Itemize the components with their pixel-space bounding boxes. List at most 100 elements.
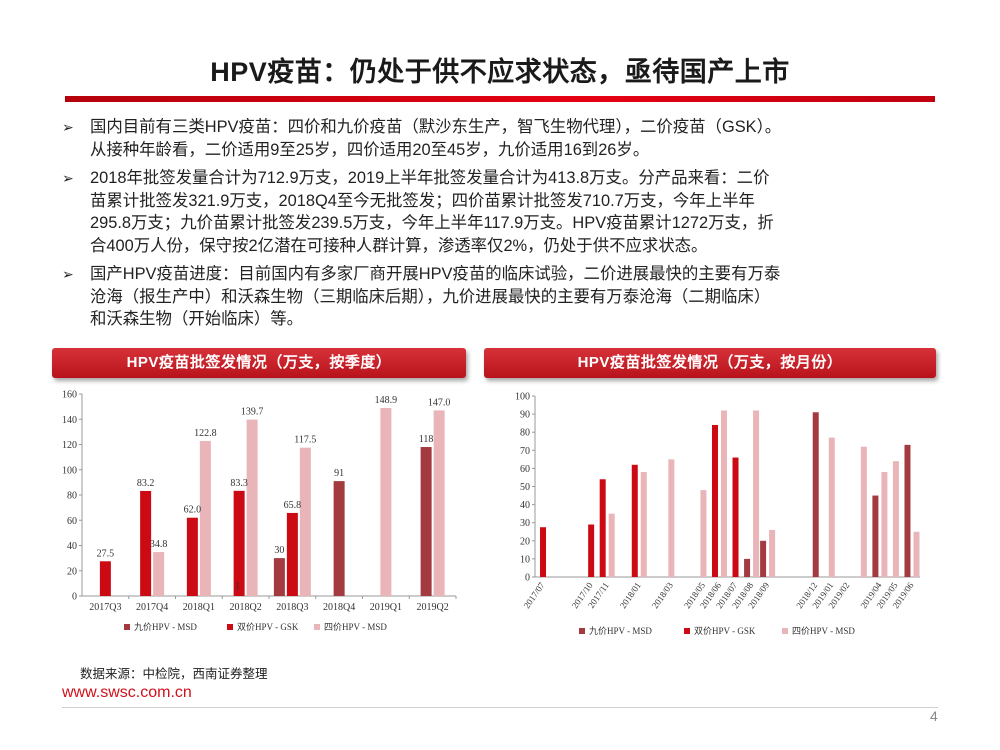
bar [286,512,298,596]
y-tick-label: 80 [67,491,77,502]
data-label: 147.0 [428,397,451,408]
bullet-list: ➢ 国内目前有三类HPV疫苗：四价和九价疫苗（默沙东生产，智飞生物代理），二价疫… [62,116,942,337]
bar [668,459,675,577]
bar [769,529,776,577]
bar [631,464,638,577]
y-tick-label: 140 [62,415,77,426]
legend-swatch [782,628,788,634]
y-tick-label: 100 [62,465,77,476]
y-tick-label: 120 [62,440,77,451]
bar [881,472,888,577]
bullet-item: ➢ 国内目前有三类HPV疫苗：四价和九价疫苗（默沙东生产，智飞生物代理），二价疫… [62,116,942,161]
x-tick-label: 2017Q3 [89,602,121,613]
bar [153,552,165,596]
bar [760,540,767,577]
monthly-chart-title: HPV疫苗批签发情况（万支，按月份） [484,348,936,378]
y-tick-label: 80 [520,428,530,439]
bar [640,472,647,577]
x-tick-label: 2018Q3 [276,602,308,613]
bar [872,495,879,577]
data-label: 83.2 [137,478,155,489]
y-tick-label: 60 [520,464,530,475]
y-tick-label: 160 [62,390,77,401]
bullet-line: 295.8万支；九价苗累计批签发239.5万支，今年上半年117.9万支。HPV… [90,214,774,232]
y-tick-label: 70 [520,446,530,457]
bar [420,447,432,596]
bar [812,412,819,577]
page-number: 4 [930,708,938,724]
arrow-bullet-icon: ➢ [62,170,74,186]
bar [828,437,835,577]
bullet-item: ➢ 国产HPV疫苗进度：目前国内有多家厂商开展HPV疫苗的临床试验，二价进展最快… [62,263,942,331]
bar [433,410,445,596]
data-label: 117.5 [294,435,316,446]
slide-title: HPV疫苗：仍处于供不应求状态，亟待国产上市 [210,57,790,87]
data-label: 27.5 [97,548,115,559]
bullet-line: 和沃森生物（开始临床）等。 [90,310,304,328]
bar [700,490,707,577]
legend-label: 四价HPV - MSD [792,626,855,636]
bullet-line: 苗累计批签发321.9万支，2018Q4至今无批签发；四价苗累计批签发710.7… [90,191,755,210]
y-tick-label: 60 [67,516,77,527]
legend-swatch [684,628,690,634]
x-tick-label: 2018Q2 [230,602,262,613]
title-underline [65,96,935,102]
data-label: 65.8 [284,500,302,511]
bar [732,457,739,577]
footer-url-link[interactable]: www.swsc.com.cn [62,684,192,701]
bar [720,410,727,577]
legend-swatch [124,624,130,630]
y-tick-label: 0 [72,592,77,603]
data-source-note: 数据来源：中检院，西南证券整理 [80,667,268,681]
bar [599,479,606,577]
legend-label: 九价HPV - MSD [134,622,197,632]
bullet-line: 国产HPV疫苗进度：目前国内有多家厂商开展HPV疫苗的临床试验，二价进展最快的主… [90,265,781,283]
bar [99,561,111,596]
data-label: 62.0 [184,505,202,516]
legend-swatch [227,624,233,630]
legend-label: 双价HPV - GSK [694,626,756,636]
bar [904,444,911,577]
quarterly-chart: 0 20 40 60 80 100 120 140 160 2017Q3 2017Q4 2018Q1 2… [62,390,457,632]
y-tick-label: 90 [520,410,530,421]
bullet-line: 沧海（报生产中）和沃森生物（三期临床后期），九价进展最快的主要有万泰沧海（二期临… [90,287,771,306]
y-tick-label: 10 [520,554,530,565]
x-tick-label: 2018/01 [618,580,643,610]
bar [892,461,899,577]
y-tick-label: 20 [520,536,530,547]
bullet-line: 合400万人份，保守按2亿潜在可接种人群计算，渗透率仅2%，仍处于供不应求状态。 [90,236,708,255]
y-tick-label: 40 [520,500,530,511]
y-tick-label: 40 [67,541,77,552]
legend-label: 九价HPV - MSD [589,626,652,636]
x-tick-label: 2019Q2 [417,602,449,613]
bar [913,531,920,577]
bullet-line: 国内目前有三类HPV疫苗：四价和九价疫苗（默沙东生产，智飞生物代理），二价疫苗（… [90,118,782,136]
footer-divider [62,707,938,708]
data-label: 122.8 [194,428,217,439]
x-tick-label: 2018Q1 [183,602,215,613]
arrow-bullet-icon: ➢ [62,266,74,282]
data-label: 91 [334,468,344,479]
data-label: 139.7 [241,407,264,418]
x-tick-label: 2017/07 [522,580,547,610]
bar [380,408,392,596]
bar [588,524,595,577]
x-tick-label: 2017Q4 [136,602,168,613]
bar [233,490,245,596]
x-tick-label: 2018Q4 [323,602,355,613]
arrow-bullet-icon: ➢ [62,119,74,135]
legend-swatch [579,628,585,634]
y-tick-label: 100 [515,392,530,403]
data-label: 34.8 [150,539,168,550]
bar [246,419,258,596]
bar [540,527,547,577]
y-tick-label: 30 [520,518,530,529]
quarterly-chart-title: HPV疫苗批签发情况（万支，按季度） [52,348,466,378]
bar [186,517,198,596]
data-label: 83.3 [230,478,248,489]
y-tick-label: 20 [67,566,77,577]
y-tick-label: 50 [520,482,530,493]
bar [299,447,311,596]
y-tick-label: 0 [525,573,530,584]
